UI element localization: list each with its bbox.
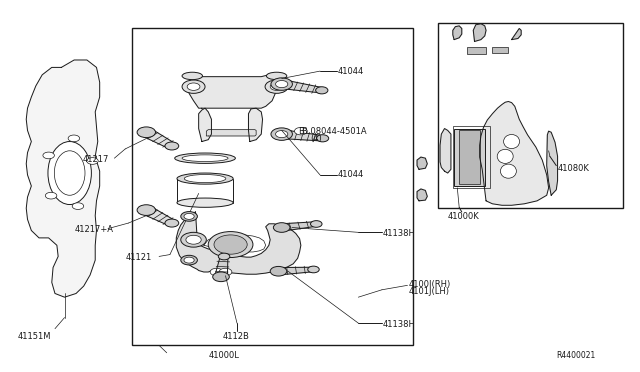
Circle shape	[265, 80, 288, 93]
Bar	[454, 129, 484, 186]
Polygon shape	[453, 26, 462, 39]
Circle shape	[218, 253, 230, 260]
Polygon shape	[278, 267, 314, 275]
Polygon shape	[280, 80, 323, 93]
Text: 4112B: 4112B	[223, 331, 250, 341]
Bar	[460, 131, 479, 184]
Circle shape	[165, 142, 179, 150]
Text: 41217: 41217	[83, 155, 109, 164]
Text: 41080K: 41080K	[557, 164, 589, 173]
Circle shape	[208, 232, 253, 257]
Text: 41138H: 41138H	[383, 320, 415, 329]
Circle shape	[212, 272, 229, 282]
Circle shape	[270, 83, 283, 90]
Text: 41151M: 41151M	[18, 331, 51, 341]
Circle shape	[165, 219, 179, 227]
Bar	[132, 29, 413, 345]
Circle shape	[294, 128, 307, 135]
Circle shape	[137, 205, 156, 215]
Polygon shape	[248, 108, 262, 141]
Circle shape	[308, 266, 319, 273]
Circle shape	[316, 135, 329, 142]
Polygon shape	[479, 102, 548, 205]
Circle shape	[45, 192, 57, 199]
Text: B: B	[298, 126, 304, 136]
Polygon shape	[440, 129, 451, 173]
Ellipse shape	[48, 141, 92, 205]
Circle shape	[310, 221, 322, 227]
Polygon shape	[206, 130, 256, 136]
Polygon shape	[214, 256, 228, 277]
Ellipse shape	[184, 174, 226, 183]
Circle shape	[137, 127, 156, 138]
Circle shape	[187, 83, 200, 90]
Polygon shape	[473, 24, 486, 41]
Polygon shape	[141, 129, 175, 148]
Bar	[438, 23, 623, 208]
Polygon shape	[417, 157, 428, 169]
Text: (4): (4)	[310, 134, 322, 143]
Circle shape	[180, 255, 197, 265]
Polygon shape	[204, 235, 266, 252]
Ellipse shape	[182, 72, 202, 80]
Polygon shape	[511, 29, 521, 39]
Bar	[453, 126, 490, 188]
Ellipse shape	[175, 153, 236, 163]
Circle shape	[276, 80, 288, 88]
Circle shape	[43, 152, 54, 159]
Circle shape	[184, 257, 194, 263]
Text: 41217+A: 41217+A	[74, 225, 113, 234]
Polygon shape	[417, 189, 428, 201]
Text: 41044: 41044	[338, 67, 364, 76]
Circle shape	[72, 203, 84, 209]
Text: 41138H: 41138H	[383, 229, 415, 238]
Polygon shape	[189, 75, 282, 108]
Circle shape	[68, 135, 79, 142]
Ellipse shape	[182, 155, 228, 161]
Polygon shape	[280, 222, 317, 231]
Circle shape	[219, 268, 232, 276]
Bar	[467, 47, 486, 54]
Polygon shape	[280, 130, 323, 141]
Polygon shape	[26, 60, 100, 297]
Circle shape	[180, 212, 197, 221]
Circle shape	[316, 87, 328, 94]
Text: R4400021: R4400021	[556, 351, 596, 360]
Ellipse shape	[266, 72, 287, 80]
Circle shape	[182, 80, 205, 93]
Circle shape	[271, 128, 292, 140]
Circle shape	[210, 268, 223, 276]
Text: 4100I(RH): 4100I(RH)	[408, 280, 451, 289]
Circle shape	[271, 78, 292, 90]
Ellipse shape	[500, 164, 516, 178]
Polygon shape	[198, 108, 211, 141]
Circle shape	[87, 158, 98, 164]
Text: B 08044-4501A: B 08044-4501A	[302, 126, 367, 136]
Circle shape	[276, 131, 288, 138]
Circle shape	[214, 235, 247, 254]
Bar	[492, 47, 508, 53]
Text: 4101J(LH): 4101J(LH)	[408, 287, 449, 296]
Polygon shape	[141, 207, 175, 225]
Ellipse shape	[54, 151, 85, 195]
Ellipse shape	[504, 135, 520, 148]
Circle shape	[270, 266, 287, 276]
Circle shape	[180, 232, 206, 247]
Text: 41000L: 41000L	[209, 351, 239, 360]
Polygon shape	[547, 131, 557, 195]
Text: 41044: 41044	[338, 170, 364, 179]
Text: 41121: 41121	[125, 253, 152, 262]
Circle shape	[186, 235, 201, 244]
Circle shape	[184, 214, 194, 219]
Ellipse shape	[177, 173, 233, 184]
Circle shape	[273, 223, 290, 232]
Ellipse shape	[497, 149, 513, 163]
Text: 41000K: 41000K	[448, 212, 479, 221]
Polygon shape	[176, 212, 301, 274]
Ellipse shape	[177, 198, 233, 207]
